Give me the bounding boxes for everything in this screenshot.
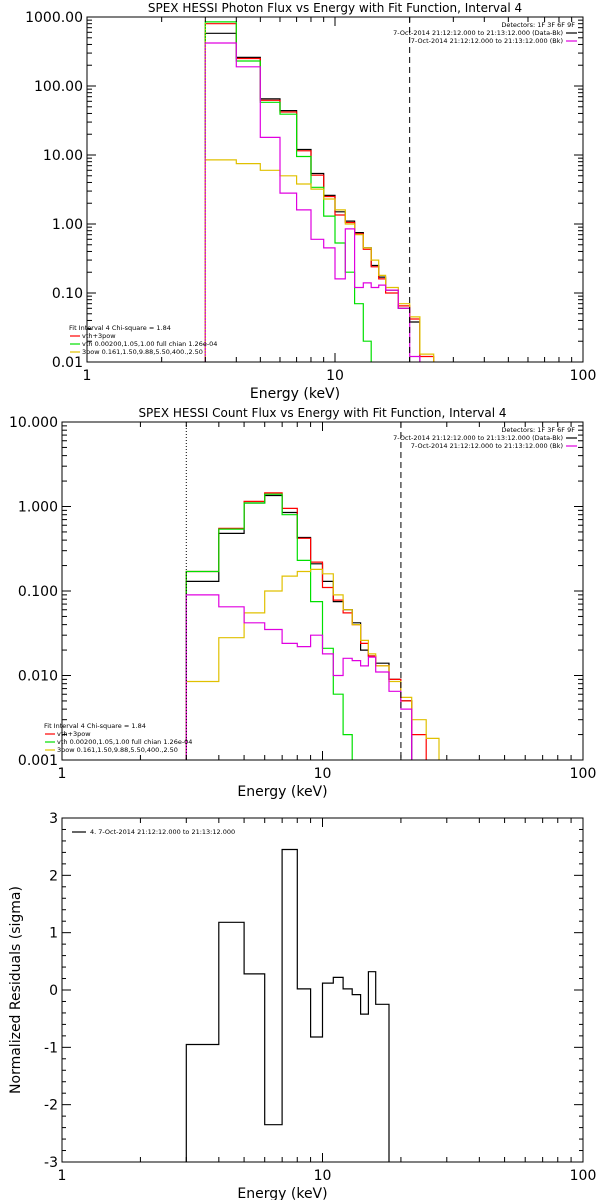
count-x-tick-label: 1 [58, 766, 67, 782]
residuals-x-tick-label: 100 [570, 1168, 597, 1184]
count-y-tick-label: 0.001 [18, 753, 58, 769]
photon-y-tick-label: 0.10 [52, 286, 83, 302]
count-legend-bl-label: vth 0.00200,1.05,1.00 full chian 1.26e-0… [57, 738, 192, 746]
residuals-y-axis-label: Normalized Residuals (sigma) [8, 886, 24, 1094]
photon-series-2 [204, 21, 372, 362]
residuals-x-axis-label: Energy (keV) [237, 1186, 327, 1200]
photon-y-tick-label: 0.01 [52, 355, 83, 371]
residuals-series-0 [185, 848, 390, 1162]
photon-x-tick-label: 100 [570, 368, 597, 384]
count-y-tick-label: 0.010 [18, 669, 58, 685]
photon-y-tick-label: 100.00 [34, 79, 83, 95]
photon-legend-bl-label: vth+3pow [82, 332, 116, 340]
photon-x-tick-label: 10 [326, 368, 344, 384]
residuals-x-tick-label: 1 [58, 1168, 67, 1184]
count-series-1 [185, 492, 427, 760]
photon-legend-bl-label: 3pow 0.161,1.50,9.88,5.50,400.,2.50 [82, 348, 203, 356]
count-legend-bl-label: vth+3pow [57, 730, 91, 738]
photon-legend-tr-label: Detectors: 1F 3F 6F 9F [501, 21, 575, 29]
residuals-y-tick-label: -1 [44, 1040, 58, 1056]
count-flux-panel: SPEX HESSI Count Flux vs Energy with Fit… [9, 406, 596, 800]
count-chart-title: SPEX HESSI Count Flux vs Energy with Fit… [138, 406, 506, 420]
count-legend-tr-label: 7-Oct-2014 21:12:12.000 to 21:13:12.000 … [393, 434, 563, 442]
residuals-y-tick-label: -2 [44, 1098, 58, 1114]
count-y-tick-label: 1.000 [18, 500, 58, 516]
residuals-y-tick-label: 2 [49, 868, 58, 884]
photon-y-tick-label: 1000.00 [25, 10, 83, 26]
photon-y-tick-label: 10.00 [43, 148, 83, 164]
count-y-tick-label: 0.100 [18, 584, 58, 600]
count-legend-tr-label: Detectors: 1F 3F 6F 9F [501, 426, 575, 434]
photon-series-3 [204, 159, 435, 362]
residuals-y-tick-label: -3 [44, 1155, 58, 1171]
photon-y-tick-label: 1.00 [52, 217, 83, 233]
photon-x-axis-label: Energy (keV) [250, 386, 340, 402]
count-legend-bl-label: 3pow 0.161,1.50,9.88,5.50,400.,2.50 [57, 746, 178, 754]
photon-plot-frame [86, 16, 584, 363]
residuals-x-tick-label: 10 [314, 1168, 332, 1184]
photon-legend-tr-label: 7-Oct-2014 21:12:12.000 to 21:13:12.000 … [411, 37, 563, 45]
photon-legend-bl-label: vth 0.00200,1.05,1.00 full chian 1.26e-0… [82, 340, 217, 348]
residuals-legend-label: 4. 7-Oct-2014 21:12:12.000 to 21:13:12.0… [90, 828, 235, 836]
residuals-y-tick-label: 0 [49, 983, 58, 999]
photon-flux-panel: SPEX HESSI Photon Flux vs Energy with Fi… [25, 1, 596, 402]
residuals-panel: 1 10 100 Energy (keV) -3 -2 -1 0 1 2 3 Normalized R… [8, 811, 596, 1200]
residuals-y-tick-label: 1 [49, 926, 58, 942]
count-x-axis-label: Energy (keV) [237, 784, 327, 800]
count-x-tick-label: 100 [570, 766, 597, 782]
count-plot-frame [61, 421, 584, 761]
photon-series-0 [204, 32, 421, 362]
residuals-y-tick-label: 3 [49, 811, 58, 827]
photon-chart-title: SPEX HESSI Photon Flux vs Energy with Fi… [148, 1, 522, 15]
count-x-tick-label: 10 [314, 766, 332, 782]
photon-series-1 [204, 23, 435, 362]
count-series-4 [185, 594, 413, 760]
count-legend-tr-label: 7-Oct-2014 21:12:12.000 to 21:13:12.000 … [411, 442, 563, 450]
photon-legend-bl-label: Fit Interval 4 Chi-square = 1.84 [69, 324, 171, 332]
count-y-tick-label: 10.000 [9, 415, 58, 431]
photon-x-tick-label: 1 [83, 368, 92, 384]
count-series-0 [185, 494, 413, 760]
photon-legend-tr-label: 7-Oct-2014 21:12:12.000 to 21:13:12.000 … [393, 29, 563, 37]
photon-series-4 [204, 42, 421, 362]
count-legend-bl-label: Fit Interval 4 Chi-square = 1.84 [44, 722, 146, 730]
count-series-2 [185, 493, 353, 760]
